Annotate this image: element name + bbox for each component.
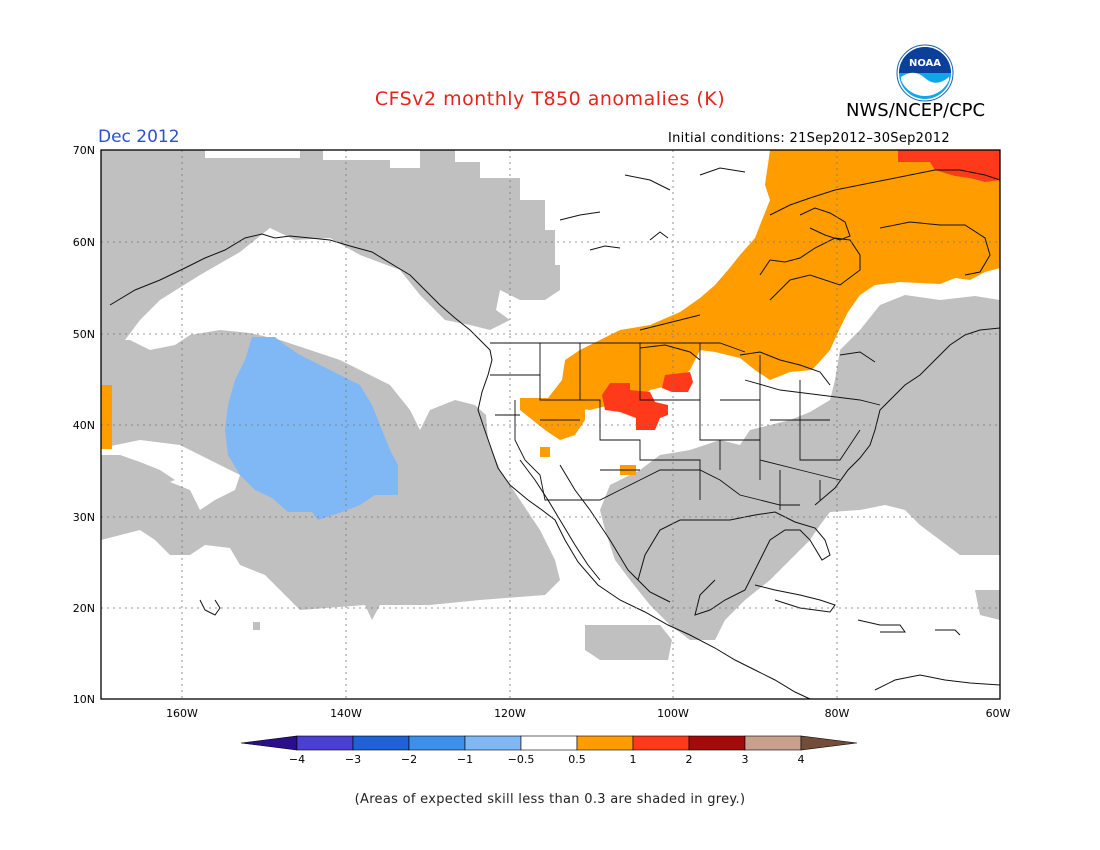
latitude-labels: 70N 60N 50N 40N 30N 20N 10N (73, 144, 95, 706)
lat-label: 60N (73, 236, 95, 249)
lon-label: 80W (825, 707, 850, 720)
forecast-month: Dec 2012 (98, 127, 180, 147)
colorbar-tick-label: 1 (630, 753, 637, 766)
colorbar (240, 735, 858, 751)
colorbar-swatch (632, 735, 690, 751)
logo-text: NOAA (909, 58, 941, 69)
lon-label: 60W (986, 707, 1011, 720)
noaa-logo: NOAA (896, 44, 954, 102)
colorbar-tick-label: 4 (798, 753, 805, 766)
lat-label: 40N (73, 419, 95, 432)
colorbar-tick-label: 0.5 (568, 753, 586, 766)
warm-anomaly-red (602, 150, 1000, 430)
colorbar-swatch (352, 735, 410, 751)
lat-label: 10N (73, 693, 95, 706)
political-borders (490, 342, 881, 510)
colorbar-tick-label: −4 (289, 753, 305, 766)
lon-label: 140W (330, 707, 362, 720)
lon-label: 160W (166, 707, 198, 720)
lat-label: 50N (73, 328, 95, 341)
initial-conditions: Initial conditions: 21Sep2012–30Sep2012 (668, 131, 950, 146)
lat-label: 30N (73, 511, 95, 524)
colorbar-tick-label: −0.5 (508, 753, 535, 766)
colorbar-tick-label: −2 (401, 753, 417, 766)
colorbar-swatch (688, 735, 746, 751)
longitude-labels: 160W 140W 120W 100W 80W 60W (166, 707, 1010, 720)
footnote: (Areas of expected skill less than 0.3 a… (354, 792, 746, 807)
coastlines (109, 167, 1000, 699)
lat-label: 20N (73, 602, 95, 615)
chart-title: CFSv2 monthly T850 anomalies (K) (374, 88, 726, 110)
colorbar-tick-label: 3 (742, 753, 749, 766)
colorbar-arrow-high (800, 735, 858, 751)
colorbar-tick-label: −1 (457, 753, 473, 766)
organization-label: NWS/NCEP/CPC (846, 100, 986, 121)
colorbar-swatch (464, 735, 522, 751)
lon-label: 120W (494, 707, 526, 720)
colorbar-swatch (408, 735, 466, 751)
colorbar-tick-label: −3 (345, 753, 361, 766)
lon-label: 100W (657, 707, 689, 720)
colorbar-swatch (520, 735, 578, 751)
colorbar-swatch (296, 735, 354, 751)
colorbar-tick-labels: −4 −3 −2 −1 −0.5 0.5 1 2 3 4 (289, 753, 805, 766)
lat-label: 70N (73, 144, 95, 157)
map-gridlines (101, 150, 1000, 699)
colorbar-arrow-low (240, 735, 298, 751)
cold-anomaly-pacific (225, 337, 398, 520)
colorbar-swatch (744, 735, 802, 751)
map-frame (100, 149, 1001, 700)
colorbar-tick-label: 2 (686, 753, 693, 766)
map-fields (101, 150, 1000, 699)
colorbar-swatch (576, 735, 634, 751)
